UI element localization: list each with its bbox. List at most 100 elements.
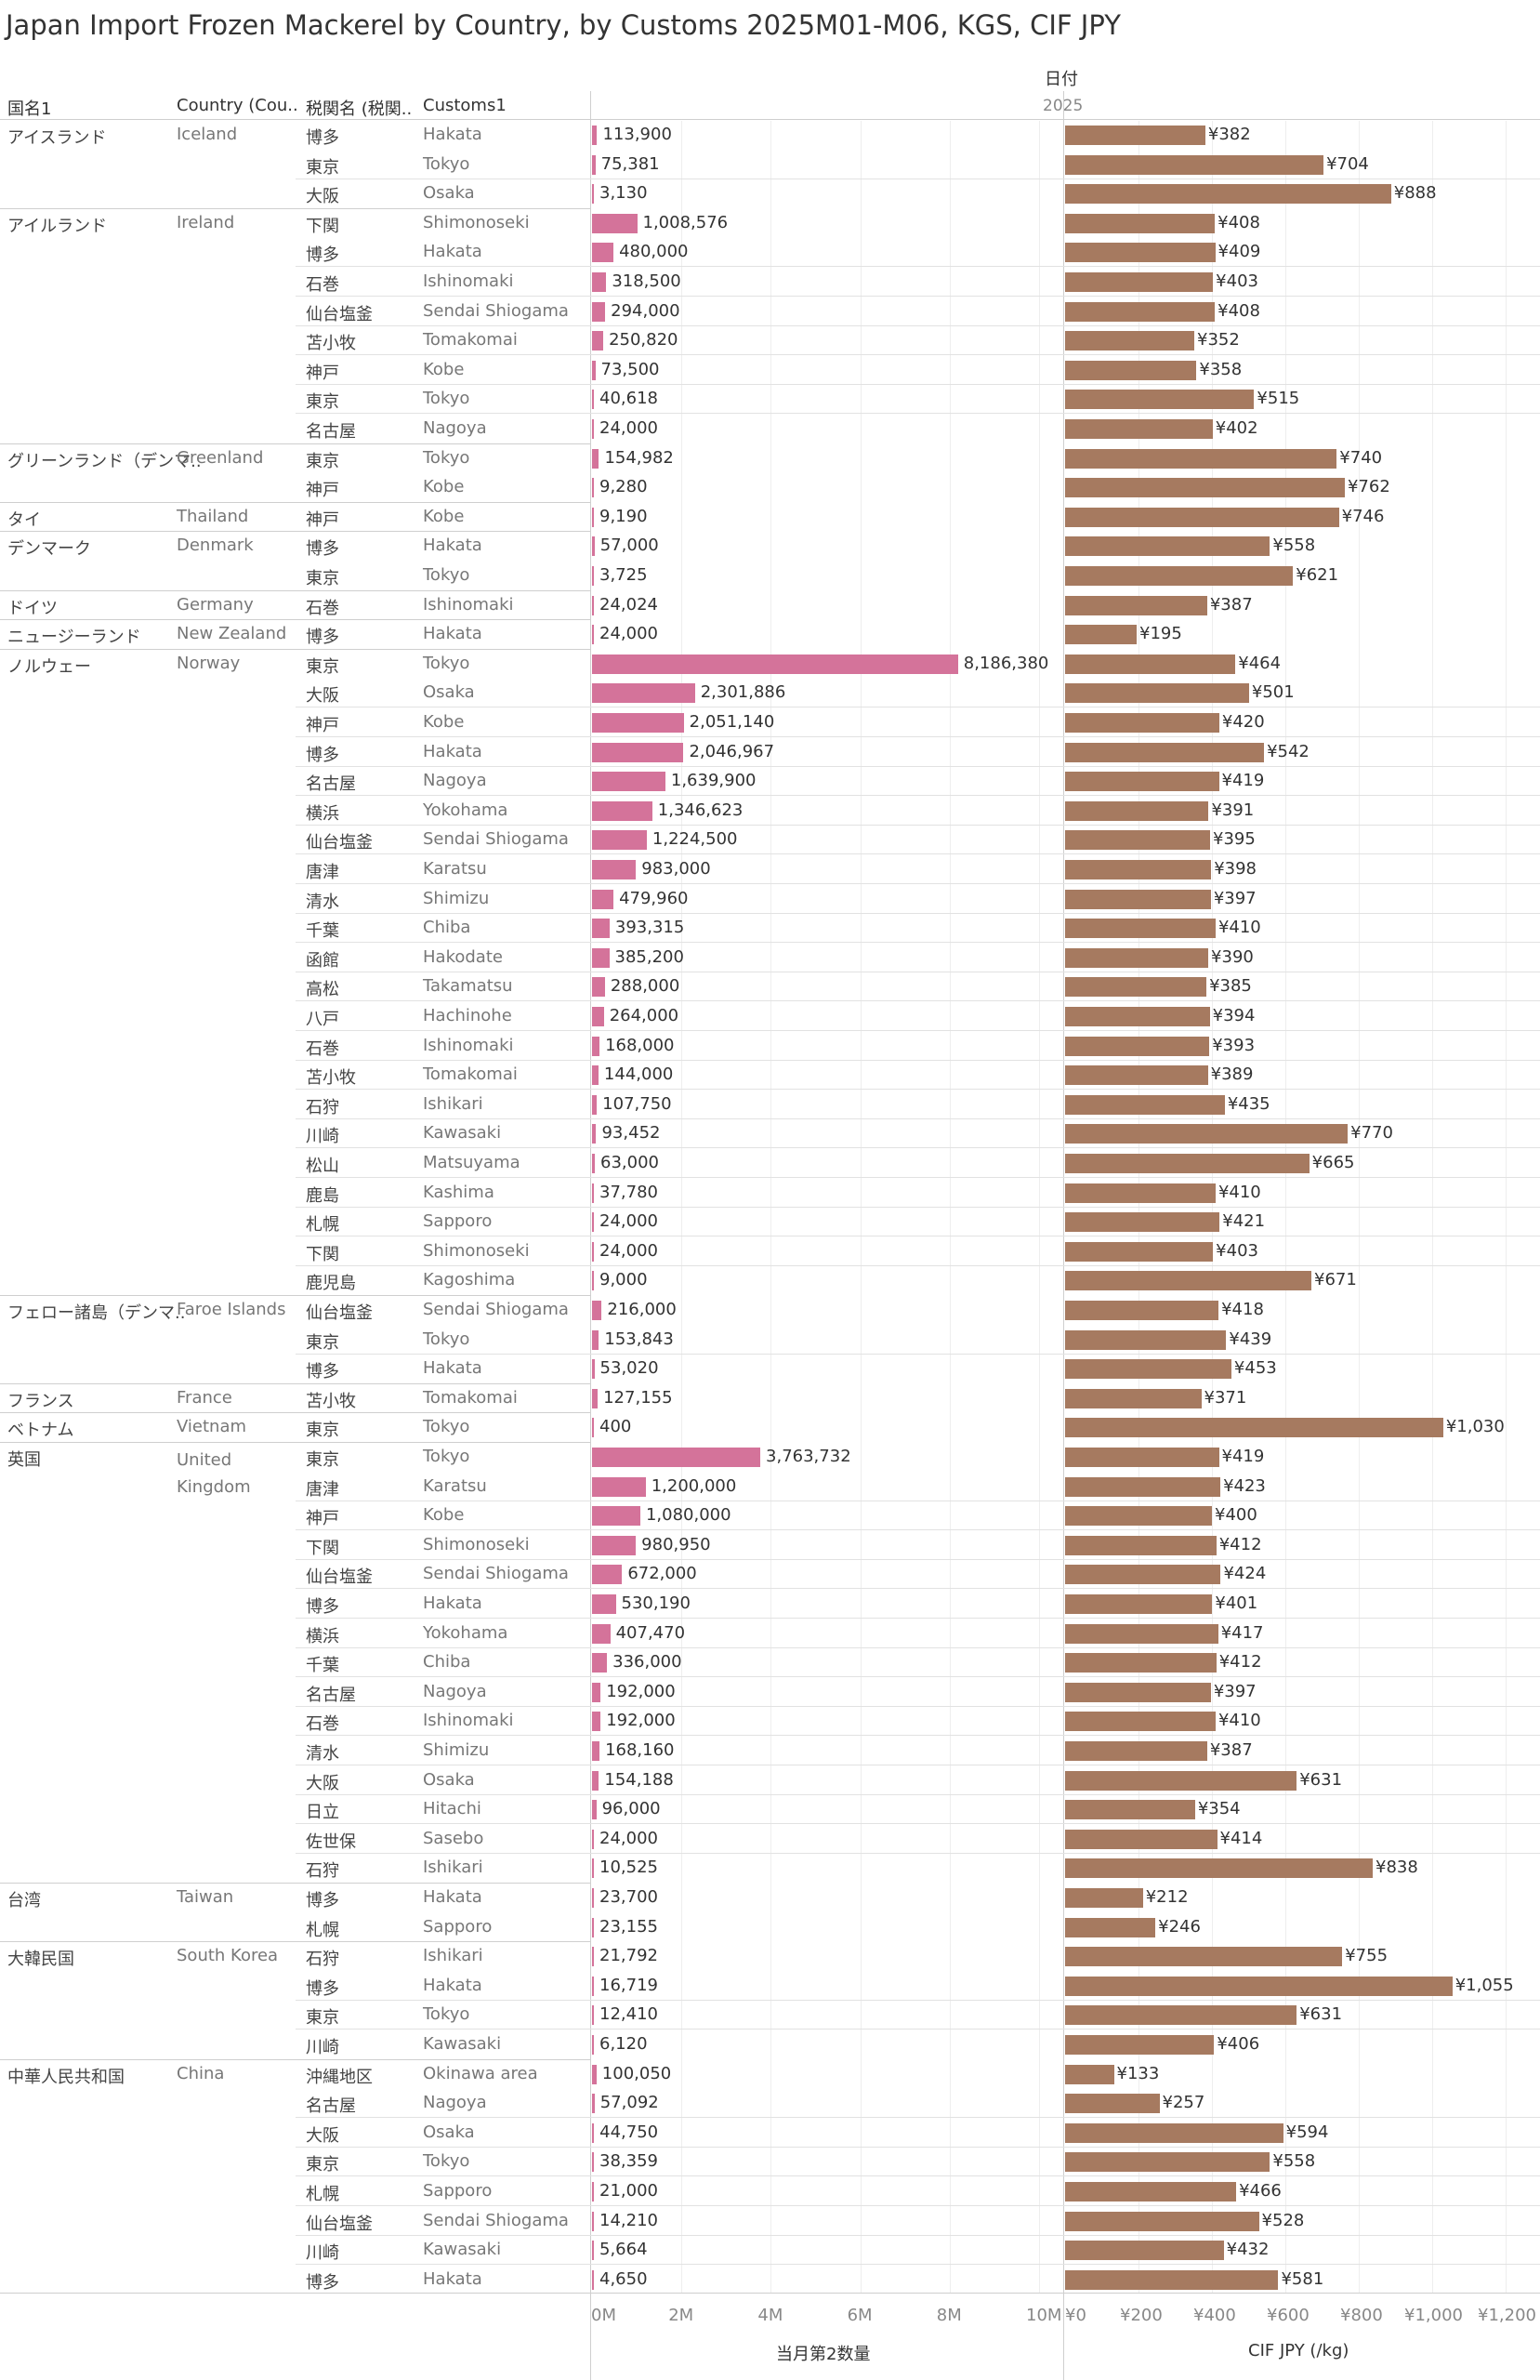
cif-bar[interactable] xyxy=(1065,1065,1208,1086)
cif-bar[interactable] xyxy=(1065,2005,1297,2026)
qty-bar[interactable] xyxy=(592,860,637,879)
qty-bar[interactable] xyxy=(592,1535,637,1555)
cif-bar[interactable] xyxy=(1065,830,1211,851)
qty-bar[interactable] xyxy=(592,1594,616,1614)
cif-bar[interactable] xyxy=(1065,1241,1214,1262)
qty-bar[interactable] xyxy=(592,272,607,292)
qty-bar[interactable] xyxy=(592,154,596,175)
qty-bar[interactable] xyxy=(592,1448,761,1467)
qty-bar[interactable] xyxy=(592,448,599,469)
qty-bar[interactable] xyxy=(592,1183,594,1203)
qty-bar[interactable] xyxy=(592,1418,594,1438)
qty-bar[interactable] xyxy=(592,947,610,968)
cif-bar[interactable] xyxy=(1065,1917,1156,1937)
qty-bar[interactable] xyxy=(592,1359,595,1380)
qty-bar[interactable] xyxy=(592,1888,594,1908)
cif-bar[interactable] xyxy=(1065,536,1270,557)
cif-bar[interactable] xyxy=(1065,1712,1216,1732)
qty-bar[interactable] xyxy=(592,1301,602,1320)
cif-bar[interactable] xyxy=(1065,272,1214,292)
cif-bar[interactable] xyxy=(1065,1476,1221,1497)
qty-bar[interactable] xyxy=(592,1154,596,1173)
qty-bar[interactable] xyxy=(592,1976,594,1996)
qty-bar[interactable] xyxy=(592,830,647,851)
cif-bar[interactable] xyxy=(1065,184,1391,205)
cif-bar[interactable] xyxy=(1065,1124,1349,1144)
cif-bar[interactable] xyxy=(1065,154,1324,175)
cif-bar[interactable] xyxy=(1065,507,1339,527)
cif-bar[interactable] xyxy=(1065,772,1219,792)
cif-bar[interactable] xyxy=(1065,1418,1443,1438)
qty-bar[interactable] xyxy=(592,1565,623,1585)
cif-bar[interactable] xyxy=(1065,654,1236,674)
country-en-header[interactable]: Country (Cou.. xyxy=(177,96,298,115)
cif-bar[interactable] xyxy=(1065,1212,1220,1233)
cif-bar[interactable] xyxy=(1065,742,1265,762)
cif-bar[interactable] xyxy=(1065,1653,1217,1673)
cif-bar[interactable] xyxy=(1065,2211,1259,2231)
qty-bar[interactable] xyxy=(592,1829,594,1849)
cif-bar[interactable] xyxy=(1065,977,1207,998)
cif-bar[interactable] xyxy=(1065,1770,1297,1791)
cif-bar[interactable] xyxy=(1065,1271,1312,1291)
qty-bar[interactable] xyxy=(592,2005,594,2026)
cif-bar[interactable] xyxy=(1065,800,1209,821)
qty-bar[interactable] xyxy=(592,772,665,792)
cif-bar[interactable] xyxy=(1065,919,1216,939)
qty-bar[interactable] xyxy=(592,1241,594,1262)
cif-bar[interactable] xyxy=(1065,860,1212,879)
qty-bar[interactable] xyxy=(592,2122,595,2143)
cif-bar[interactable] xyxy=(1065,2241,1224,2261)
cif-bar[interactable] xyxy=(1065,1682,1211,1702)
qty-bar[interactable] xyxy=(592,478,594,498)
qty-bar[interactable] xyxy=(592,1917,594,1937)
cif-bar[interactable] xyxy=(1065,1448,1219,1467)
cif-bar[interactable] xyxy=(1065,713,1219,733)
qty-bar[interactable] xyxy=(592,536,595,557)
cif-bar[interactable] xyxy=(1065,1888,1143,1908)
cif-bar[interactable] xyxy=(1065,947,1209,968)
cif-bar[interactable] xyxy=(1065,2064,1114,2084)
cif-bar[interactable] xyxy=(1065,2269,1279,2290)
qty-bar[interactable] xyxy=(592,126,598,145)
cif-bar[interactable] xyxy=(1065,1007,1210,1026)
cif-bar[interactable] xyxy=(1065,1594,1213,1614)
qty-bar[interactable] xyxy=(592,683,695,704)
qty-bar[interactable] xyxy=(592,1329,599,1350)
qty-bar[interactable] xyxy=(592,566,594,586)
qty-bar[interactable] xyxy=(592,1212,594,1233)
qty-bar[interactable] xyxy=(592,1036,600,1056)
cif-bar[interactable] xyxy=(1065,625,1138,645)
qty-bar[interactable] xyxy=(592,2035,594,2055)
cif-bar[interactable] xyxy=(1065,1301,1219,1320)
cif-bar[interactable] xyxy=(1065,683,1249,704)
qty-bar[interactable] xyxy=(592,1947,594,1967)
cif-bar[interactable] xyxy=(1065,1741,1207,1761)
qty-bar[interactable] xyxy=(592,2064,597,2084)
cif-bar[interactable] xyxy=(1065,1183,1216,1203)
qty-bar[interactable] xyxy=(592,889,614,909)
qty-bar[interactable] xyxy=(592,2269,594,2290)
qty-bar[interactable] xyxy=(592,654,958,674)
qty-bar[interactable] xyxy=(592,1770,599,1791)
cif-bar[interactable] xyxy=(1065,2122,1283,2143)
cif-bar[interactable] xyxy=(1065,1858,1373,1879)
qty-bar[interactable] xyxy=(592,1506,640,1527)
cif-bar[interactable] xyxy=(1065,1506,1212,1527)
cif-bar[interactable] xyxy=(1065,1036,1210,1056)
qty-bar[interactable] xyxy=(592,1124,597,1144)
qty-bar[interactable] xyxy=(592,1858,594,1879)
qty-bar[interactable] xyxy=(592,1712,601,1732)
qty-bar[interactable] xyxy=(592,713,684,733)
qty-bar[interactable] xyxy=(592,2211,594,2231)
cif-bar[interactable] xyxy=(1065,1094,1225,1115)
qty-bar[interactable] xyxy=(592,1623,611,1644)
qty-bar[interactable] xyxy=(592,800,652,821)
qty-bar[interactable] xyxy=(592,2241,594,2261)
qty-bar[interactable] xyxy=(592,919,610,939)
qty-bar[interactable] xyxy=(592,419,594,439)
cif-bar[interactable] xyxy=(1065,243,1216,263)
qty-bar[interactable] xyxy=(592,360,596,380)
cif-bar[interactable] xyxy=(1065,419,1213,439)
qty-bar[interactable] xyxy=(592,625,594,645)
